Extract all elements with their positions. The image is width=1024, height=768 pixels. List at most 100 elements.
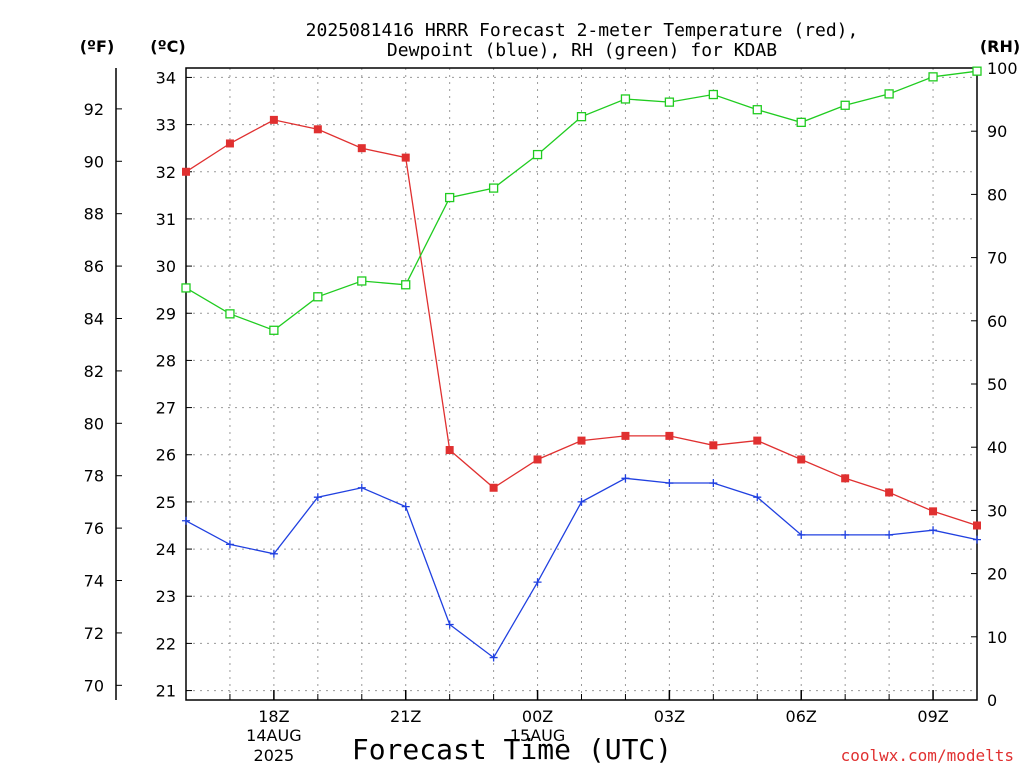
celsius-tick-label: 32 [156,163,176,182]
celsius-tick-label: 23 [156,587,176,606]
grid-layer [186,68,977,700]
rh-tick-label: 60 [987,312,1007,331]
rh-point [972,66,982,76]
x-tick-label: 06Z [786,707,817,726]
temperature-point [929,507,938,516]
fahrenheit-tick-label: 90 [84,152,104,171]
fahrenheit-tick-label: 80 [84,414,104,433]
rh-point [840,100,850,110]
rh-point [357,276,367,286]
x-tick-label: 03Z [654,707,685,726]
temperature-point [621,431,630,440]
dewpoint-point [577,497,586,506]
dewpoint-point [929,526,938,535]
x-tick-date-label: 14AUG [246,726,301,745]
rh-point [225,309,235,319]
celsius-tick-label: 26 [156,446,176,465]
rh-tick-label: 70 [987,249,1007,268]
chart-title-line1: 2025081416 HRRR Forecast 2-meter Tempera… [306,20,859,41]
x-tick-year-label: 2025 [254,746,295,765]
dewpoint-point [445,620,454,629]
rh-point [445,192,455,203]
rh-point [796,117,806,128]
celsius-tick-label: 33 [156,116,176,135]
x-tick-label: 21Z [390,707,421,726]
rh-unit-label: (RH) [980,37,1020,56]
dewpoint-point [182,516,190,525]
rh-tick-label: 10 [987,628,1007,647]
rh-tick-label: 90 [987,122,1007,141]
temperature-point [885,488,894,497]
celsius-tick-label: 24 [156,540,176,559]
celsius-tick-label: 29 [156,304,176,323]
temperature-point [709,441,718,450]
temperature-point [489,483,498,492]
rh-point [884,89,894,99]
temperature-point [401,153,410,162]
rh-point [576,112,587,122]
axis-layer: 21 22 23 24 25 26 27 28 29 30 31 32 33 34 70 72 74 76 78 80… [84,59,1018,765]
fahrenheit-tick-label: 70 [84,676,104,695]
rh-point [269,325,279,335]
celsius-tick-label: 31 [156,210,176,229]
temperature-point [973,521,981,530]
rh-point [928,72,938,82]
rh-tick-label: 0 [987,691,997,710]
dewpoint-point [709,479,718,488]
celsius-tick-label: 21 [156,682,176,701]
fahrenheit-tick-label: 84 [84,309,104,328]
rh-point [532,149,543,160]
dewpoint-point [621,474,630,483]
dewpoint-point [269,549,278,558]
fahrenheit-tick-label: 82 [84,362,104,381]
dewpoint-point [841,530,850,539]
rh-point [401,280,411,290]
temperature-point [269,115,278,124]
rh-point [752,105,762,115]
dewpoint-point [313,493,322,502]
temperature-point [313,125,322,134]
dewpoint-point [533,578,542,587]
fahrenheit-tick-label: 92 [84,100,104,119]
celsius-tick-label: 27 [156,399,176,418]
rh-tick-label: 80 [987,185,1007,204]
x-tick-label: 09Z [917,707,948,726]
dewpoint-point [401,502,410,511]
celsius-tick-label: 22 [156,634,176,653]
x-tick-label: 18Z [258,707,289,726]
x-axis-title: Forecast Time (UTC) [352,733,672,766]
x-tick-label: 00Z [522,707,553,726]
fahrenheit-tick-label: 72 [84,624,104,643]
dewpoint-point [225,540,234,549]
temperature-point [797,455,806,464]
temperature-point [182,167,190,176]
temperature-point [357,144,366,153]
fahrenheit-tick-label: 86 [84,257,104,276]
celsius-tick-label: 30 [156,257,176,276]
fahrenheit-unit-label: (ºF) [80,37,115,56]
fahrenheit-tick-label: 74 [84,572,104,591]
rh-tick-label: 50 [987,375,1007,394]
dewpoint-point [973,535,981,544]
celsius-tick-label: 25 [156,493,176,512]
celsius-unit-label: (ºC) [150,37,185,56]
rh-tick-label: 100 [987,59,1018,78]
celsius-tick-label: 34 [156,68,176,87]
temperature-point [445,446,454,455]
fahrenheit-tick-label: 78 [84,467,104,486]
x-tick-date-label: 15AUG [510,726,565,745]
rh-point [664,97,675,107]
rh-point [181,283,191,293]
temperature-point [841,474,850,483]
fahrenheit-tick-label: 88 [84,205,104,224]
rh-point [708,89,718,100]
temperature-point [665,431,674,440]
dewpoint-point [665,479,674,488]
rh-point [620,94,631,104]
temperature-point [753,436,762,445]
rh-tick-label: 30 [987,501,1007,520]
dewpoint-point [885,530,894,539]
rh-tick-label: 20 [987,565,1007,584]
celsius-tick-label: 28 [156,351,176,370]
